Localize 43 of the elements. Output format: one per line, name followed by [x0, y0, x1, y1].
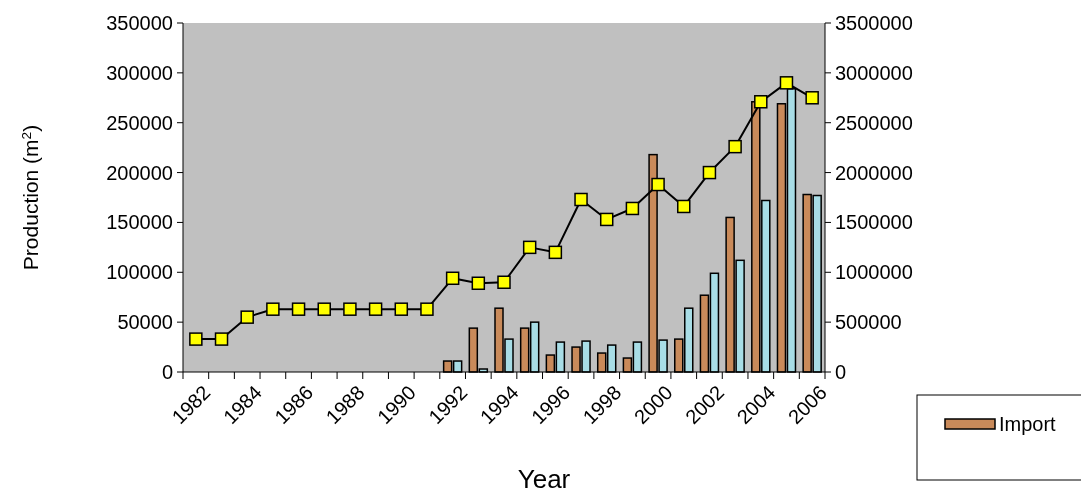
point — [445, 271, 460, 286]
point — [240, 310, 254, 324]
point — [343, 302, 357, 316]
x-axis-title: Year — [517, 464, 571, 493]
y-tick-label: 250000 — [106, 111, 173, 134]
y2-tick-label: 0 — [835, 361, 847, 383]
point — [805, 91, 819, 105]
y-tick-label: 50000 — [117, 311, 173, 334]
point — [677, 199, 691, 214]
y2-tick-label: 1000000 — [835, 261, 913, 284]
point — [728, 139, 742, 154]
y2-tick-label: 2000000 — [835, 161, 913, 184]
y-tick-label: 350000 — [106, 12, 173, 34]
point — [522, 240, 537, 255]
point — [702, 165, 717, 180]
point — [420, 302, 434, 316]
point — [599, 212, 614, 227]
point — [497, 275, 511, 290]
y2-tick-label: 3000000 — [835, 61, 913, 84]
legend-label: Import — [999, 413, 1057, 435]
point — [368, 302, 383, 316]
point — [754, 95, 768, 109]
point — [317, 302, 331, 316]
point — [266, 302, 280, 316]
point — [651, 177, 665, 192]
y-tick-label: 300000 — [106, 61, 173, 84]
point — [471, 276, 486, 290]
y2-tick-label: 3500000 — [835, 12, 913, 34]
point — [779, 76, 794, 90]
point — [394, 302, 409, 316]
y2-tick-label: 500000 — [835, 311, 902, 334]
point — [291, 302, 306, 316]
point — [189, 332, 203, 346]
point — [574, 192, 588, 207]
y2-tick-label: 2500000 — [835, 111, 913, 134]
y-tick-label: 150000 — [106, 211, 173, 234]
point — [214, 332, 229, 346]
y2-tick-label: 1500000 — [835, 211, 913, 234]
y-tick-label: 100000 — [106, 261, 173, 284]
y-tick-label: 0 — [161, 361, 173, 383]
y-tick-label: 200000 — [106, 161, 173, 184]
point — [625, 201, 640, 216]
point — [548, 245, 563, 260]
